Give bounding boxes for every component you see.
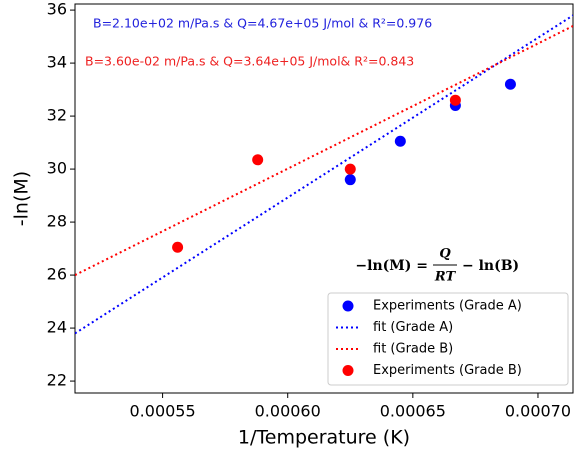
data-point <box>252 154 264 166</box>
data-point <box>504 78 516 90</box>
x-tick-label: 0.00060 <box>255 402 321 421</box>
y-tick-label: 26 <box>47 265 67 284</box>
y-axis-label: -ln(M) <box>11 171 33 226</box>
plot-frame <box>74 3 574 394</box>
formula: Q <box>439 247 451 262</box>
annotation: B=3.60e-02 m/Pa.s & Q=3.64e+05 J/mol& R²… <box>85 54 414 69</box>
data-point <box>449 94 461 106</box>
y-tick-label: 22 <box>47 371 67 390</box>
x-tick-label: 0.00055 <box>130 402 196 421</box>
data-point <box>394 135 406 147</box>
legend-label: Experiments (Grade B) <box>373 363 522 378</box>
legend-label: Experiments (Grade A) <box>373 299 522 314</box>
legend-label: fit (Grade A) <box>373 320 453 335</box>
x-tick-label: 0.00065 <box>380 402 446 421</box>
data-point <box>344 163 356 175</box>
y-tick-label: 34 <box>47 53 67 72</box>
data-point <box>172 241 184 253</box>
y-tick-label: 36 <box>47 0 67 19</box>
x-axis-label: 1/Temperature (K) <box>238 427 410 449</box>
formula: − ln(B) <box>462 258 519 274</box>
y-tick-label: 24 <box>47 318 67 337</box>
legend-marker <box>342 365 354 376</box>
fit-line <box>75 14 573 335</box>
legend-label: fit (Grade B) <box>373 342 453 357</box>
y-tick-label: 28 <box>47 212 67 231</box>
annotation: B=2.10e+02 m/Pa.s & Q=4.67e+05 J/mol & R… <box>93 16 432 31</box>
data-point <box>344 174 356 186</box>
formula: RT <box>434 270 457 285</box>
y-tick-label: 32 <box>47 106 67 125</box>
y-tick-label: 30 <box>47 159 67 178</box>
formula: −ln(M) = <box>355 258 428 274</box>
legend-marker <box>342 300 354 312</box>
x-tick-label: 0.00070 <box>505 402 571 421</box>
legend-box <box>327 292 569 386</box>
